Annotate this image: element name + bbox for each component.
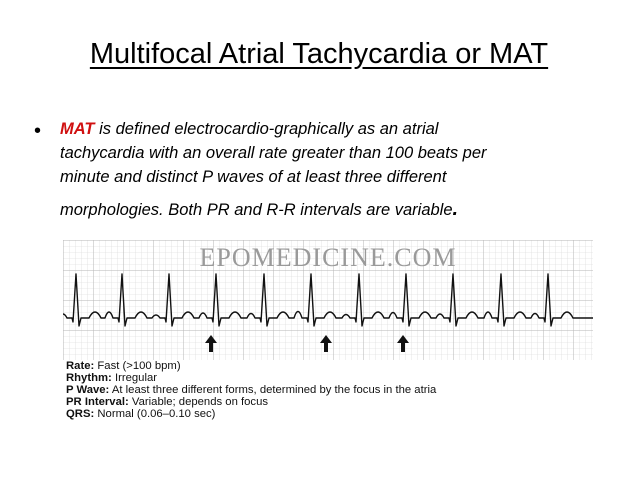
ecg-strip: EPOMEDICINE.COM bbox=[63, 240, 593, 360]
definition-text: MAT is defined electrocardio-graphically… bbox=[60, 117, 600, 222]
bullet-marker: • bbox=[34, 120, 42, 142]
criteria-value: Normal (0.06–0.10 sec) bbox=[94, 408, 216, 420]
up-arrow-icon bbox=[205, 335, 217, 352]
ecg-trace bbox=[63, 273, 593, 327]
up-arrow-icon bbox=[320, 335, 332, 352]
criteria-p-wave: P Wave: At least three different forms, … bbox=[66, 384, 596, 396]
criteria-pr-interval: PR Interval: Variable; depends on focus bbox=[66, 396, 596, 408]
criteria-label: P Wave: bbox=[66, 384, 110, 396]
criteria-label: Rhythm: bbox=[66, 372, 112, 384]
criteria-rhythm: Rhythm: Irregular bbox=[66, 372, 596, 384]
criteria-label: Rate: bbox=[66, 360, 95, 372]
arrow-group bbox=[205, 335, 409, 352]
slide-title: Multifocal Atrial Tachycardia or MAT bbox=[89, 38, 549, 70]
criteria-label: PR Interval: bbox=[66, 396, 129, 408]
bullet-line-1: is defined electrocardio-graphically as … bbox=[94, 120, 439, 138]
bullet-line-4: morphologies. Both PR and R-R intervals … bbox=[60, 201, 453, 219]
criteria-value: Irregular bbox=[111, 372, 158, 384]
criteria-rate: Rate: Fast (>100 bpm) bbox=[66, 360, 596, 372]
bullet-line-2: tachycardia with an overall rate greater… bbox=[60, 144, 487, 162]
bullet-end-mark: . bbox=[452, 198, 459, 220]
up-arrow-icon bbox=[397, 335, 409, 352]
keyword-mat: MAT bbox=[60, 120, 95, 138]
criteria-value: Variable; depends on focus bbox=[128, 396, 268, 408]
criteria-value: Fast (>100 bpm) bbox=[94, 360, 181, 372]
bullet-line-3: minute and distinct P waves of at least … bbox=[60, 168, 447, 186]
criteria-label: QRS: bbox=[66, 408, 95, 420]
watermark-text: EPOMEDICINE.COM bbox=[200, 243, 457, 272]
criteria-value: At least three different forms, determin… bbox=[109, 384, 437, 396]
criteria-list: Rate: Fast (>100 bpm) Rhythm: Irregular … bbox=[66, 360, 596, 420]
criteria-qrs: QRS: Normal (0.06–0.10 sec) bbox=[66, 408, 596, 420]
